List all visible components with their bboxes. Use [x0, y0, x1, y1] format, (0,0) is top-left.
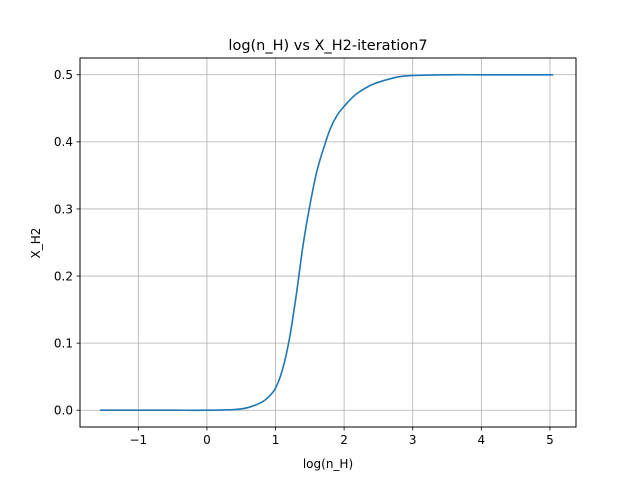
- y-axis-ticks: 0.0 0.1 0.2 0.3 0.4 0.5: [54, 68, 80, 418]
- x-tick-label: 4: [478, 433, 486, 447]
- series-line: [99, 73, 554, 412]
- y-tick-label: 0.5: [54, 68, 73, 82]
- x-tick-label: −1: [129, 433, 147, 447]
- x-tick-label: 2: [340, 433, 348, 447]
- y-tick-label: 0.2: [54, 269, 73, 283]
- x-tick-label: 3: [409, 433, 417, 447]
- x-axis-label: log(n_H): [303, 457, 353, 471]
- x-tick-label: 1: [272, 433, 280, 447]
- y-tick-label: 0.1: [54, 336, 73, 350]
- y-tick-label: 0.3: [54, 202, 73, 216]
- x-axis-ticks: −1 0 1 2 3 4 5: [129, 427, 554, 447]
- x-tick-label: 0: [203, 433, 211, 447]
- y-tick-label: 0.4: [54, 135, 73, 149]
- chart-title: log(n_H) vs X_H2-iteration7: [228, 38, 427, 54]
- series-layer: [99, 73, 554, 412]
- y-axis-label: X_H2: [29, 228, 43, 259]
- plot-frame: [79, 57, 577, 428]
- x-tick-label: 5: [546, 433, 554, 447]
- y-tick-label: 0.0: [54, 404, 73, 418]
